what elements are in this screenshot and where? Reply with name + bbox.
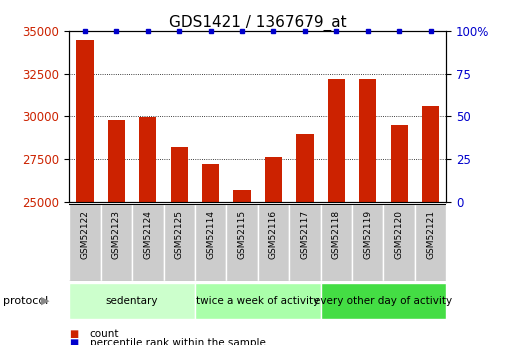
Text: protocol: protocol — [3, 296, 48, 306]
Bar — [69, 283, 195, 319]
Bar — [195, 283, 321, 319]
Bar — [139, 117, 156, 202]
Text: GSM52118: GSM52118 — [332, 210, 341, 259]
Bar — [359, 79, 377, 202]
Bar — [289, 204, 321, 281]
Bar — [415, 204, 446, 281]
Bar — [132, 204, 164, 281]
Text: count: count — [90, 329, 120, 339]
Text: ▶: ▶ — [41, 296, 49, 306]
Text: twice a week of activity: twice a week of activity — [196, 296, 320, 306]
Bar — [258, 204, 289, 281]
Bar — [321, 283, 446, 319]
Text: GSM52115: GSM52115 — [238, 210, 247, 259]
Text: GSM52124: GSM52124 — [143, 210, 152, 259]
Text: GSM52114: GSM52114 — [206, 210, 215, 259]
Bar — [108, 120, 125, 202]
Text: GSM52116: GSM52116 — [269, 210, 278, 259]
Text: GSM52125: GSM52125 — [175, 210, 184, 259]
Bar — [265, 157, 282, 202]
Bar — [233, 190, 251, 202]
Bar — [202, 164, 219, 202]
Bar — [164, 204, 195, 281]
Bar — [226, 204, 258, 281]
Text: sedentary: sedentary — [106, 296, 159, 306]
Bar — [422, 106, 439, 202]
Bar — [76, 40, 93, 202]
Text: ■: ■ — [69, 338, 78, 345]
Bar — [383, 204, 415, 281]
Text: every other day of activity: every other day of activity — [314, 296, 452, 306]
Text: GSM52121: GSM52121 — [426, 210, 435, 259]
Title: GDS1421 / 1367679_at: GDS1421 / 1367679_at — [169, 15, 347, 31]
Bar — [321, 204, 352, 281]
Bar — [352, 204, 383, 281]
Text: GSM52122: GSM52122 — [81, 210, 89, 259]
Text: percentile rank within the sample: percentile rank within the sample — [90, 338, 266, 345]
Bar — [101, 204, 132, 281]
Bar — [328, 79, 345, 202]
Text: GSM52120: GSM52120 — [394, 210, 404, 259]
Bar — [390, 125, 408, 202]
Text: GSM52123: GSM52123 — [112, 210, 121, 259]
Bar — [297, 134, 313, 202]
Text: GSM52117: GSM52117 — [301, 210, 309, 259]
Bar — [171, 147, 188, 202]
Bar — [195, 204, 226, 281]
Text: ■: ■ — [69, 329, 78, 339]
Bar — [69, 204, 101, 281]
Text: GSM52119: GSM52119 — [363, 210, 372, 259]
